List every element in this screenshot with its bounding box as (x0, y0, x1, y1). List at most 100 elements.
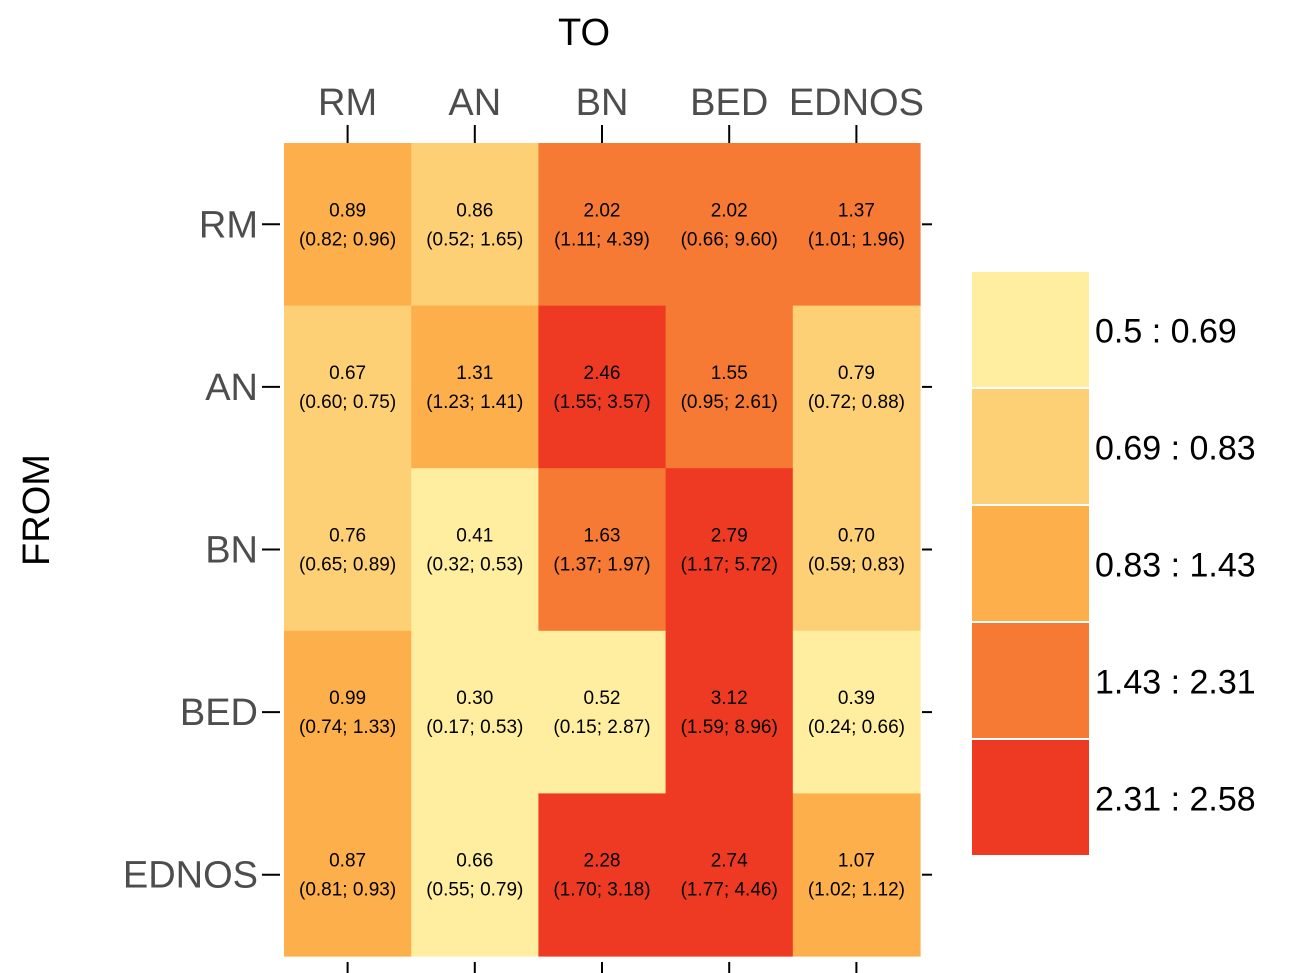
cell-ci-an-to-bn: (1.55; 3.57) (553, 392, 650, 413)
cell-ci-ednos-to-bn: (1.70; 3.18) (553, 880, 650, 901)
cell-ci-bed-to-bed: (1.59; 8.96) (681, 717, 778, 738)
cell-value-an-to-bed: 1.55 (711, 363, 748, 384)
cell-rm-to-bed (665, 143, 794, 307)
y-tick-label-bed: BED (180, 692, 258, 734)
cell-ci-an-to-bed: (0.95; 2.61) (681, 392, 778, 413)
cell-value-bn-to-bed: 2.79 (711, 526, 748, 547)
x-tick-label-rm: RM (318, 82, 377, 124)
cell-value-rm-to-bed: 2.02 (711, 200, 748, 221)
y-tick-label-rm: RM (199, 204, 258, 246)
cell-value-ednos-to-bed: 2.74 (711, 851, 748, 872)
cell-value-rm-to-an: 0.86 (456, 200, 493, 221)
legend-swatch-4 (972, 623, 1089, 738)
cell-value-ednos-to-ednos: 1.07 (838, 851, 875, 872)
cell-ci-ednos-to-an: (0.55; 0.79) (426, 880, 523, 901)
cell-bn-to-an (411, 468, 539, 632)
cell-value-bed-to-ednos: 0.39 (838, 688, 875, 709)
y-tick-label-an: AN (205, 367, 258, 409)
x-axis-title: TO (558, 12, 610, 54)
legend-label-3: 0.83 : 1.43 (1095, 547, 1256, 585)
cell-value-bed-to-bn: 0.52 (584, 688, 621, 709)
cell-ednos-to-bn (538, 793, 667, 957)
y-axis: RM AN BN BED EDNOS (123, 204, 932, 897)
x-tick-label-ednos: EDNOS (789, 82, 924, 124)
cell-ci-bn-to-bed: (1.17; 5.72) (681, 555, 778, 576)
y-tick-label-ednos: EDNOS (123, 855, 258, 897)
cell-ci-an-to-rm: (0.60; 0.75) (299, 392, 396, 413)
cell-an-to-bn (538, 305, 667, 469)
legend-label-1: 0.5 : 0.69 (1095, 313, 1237, 351)
legend-swatch-1 (972, 272, 1089, 387)
cell-value-bed-to-rm: 0.99 (329, 688, 366, 709)
legend-swatch-5 (972, 740, 1089, 855)
cell-ci-ednos-to-bed: (1.77; 4.46) (681, 880, 778, 901)
legend-label-4: 1.43 : 2.31 (1095, 664, 1256, 702)
legend: 0.5 : 0.69 0.69 : 0.83 0.83 : 1.43 1.43 : 2… (972, 272, 1256, 855)
cell-value-bed-to-bed: 3.12 (711, 688, 748, 709)
cell-rm-to-bn (538, 143, 667, 307)
cell-bed-to-an (411, 630, 539, 794)
y-axis-title: FROM (16, 454, 58, 566)
cell-ci-ednos-to-rm: (0.81; 0.93) (299, 880, 396, 901)
cell-ci-bn-to-an: (0.32; 0.53) (426, 555, 523, 576)
cell-ci-rm-to-an: (0.52; 1.65) (426, 229, 523, 250)
cell-ci-bn-to-rm: (0.65; 0.89) (299, 555, 396, 576)
cell-ci-rm-to-bn: (1.11; 4.39) (554, 229, 650, 250)
legend-label-2: 0.69 : 0.83 (1095, 430, 1256, 468)
cell-value-ednos-to-an: 0.66 (456, 851, 493, 872)
cell-value-an-to-rm: 0.67 (329, 363, 366, 384)
cell-ci-bn-to-ednos: (0.59; 0.83) (808, 555, 905, 576)
cell-bed-to-bn (538, 630, 667, 794)
cell-rm-to-rm (284, 143, 412, 307)
cell-ci-rm-to-ednos: (1.01; 1.96) (808, 229, 905, 250)
cell-value-an-to-bn: 2.46 (584, 363, 621, 384)
cell-value-bed-to-an: 0.30 (456, 688, 493, 709)
cell-ci-ednos-to-ednos: (1.02; 1.12) (808, 880, 905, 901)
cell-ci-bed-to-bn: (0.15; 2.87) (553, 717, 650, 738)
cell-an-to-ednos (792, 305, 921, 469)
legend-swatch-2 (972, 389, 1089, 504)
cell-bed-to-ednos (792, 630, 921, 794)
cell-ednos-to-an (411, 793, 539, 957)
cell-ci-bed-to-ednos: (0.24; 0.66) (808, 717, 905, 738)
legend-label-5: 2.31 : 2.58 (1095, 781, 1256, 819)
cell-ednos-to-bed (665, 793, 794, 957)
cell-bn-to-bed (665, 468, 794, 632)
cell-value-an-to-an: 1.31 (456, 363, 493, 384)
cell-rm-to-an (411, 143, 539, 307)
cell-value-an-to-ednos: 0.79 (838, 363, 875, 384)
cell-an-to-bed (665, 305, 794, 469)
cell-value-rm-to-rm: 0.89 (329, 200, 366, 221)
legend-swatch-3 (972, 506, 1089, 621)
cell-rm-to-ednos (792, 143, 921, 307)
y-tick-label-bn: BN (205, 530, 258, 572)
cell-value-ednos-to-rm: 0.87 (329, 851, 366, 872)
cell-an-to-an (411, 305, 539, 469)
x-tick-label-bn: BN (576, 82, 629, 124)
cell-an-to-rm (284, 305, 412, 469)
x-tick-label-bed: BED (690, 82, 768, 124)
cell-ednos-to-rm (284, 793, 412, 957)
heatmap-cells: 0.89 (0.82; 0.96) 0.86 (0.52; 1.65) 2.02 (1.1… (284, 143, 921, 957)
cell-value-rm-to-bn: 2.02 (584, 200, 621, 221)
cell-value-bn-to-rm: 0.76 (329, 526, 366, 547)
cell-bn-to-ednos (792, 468, 921, 632)
x-axis: RM AN BN BED EDNOS (318, 82, 924, 973)
cell-value-ednos-to-bn: 2.28 (584, 851, 621, 872)
cell-bn-to-rm (284, 468, 412, 632)
cell-ci-an-to-ednos: (0.72; 0.88) (808, 392, 905, 413)
cell-ci-bed-to-rm: (0.74; 1.33) (299, 717, 396, 738)
cell-ci-bn-to-bn: (1.37; 1.97) (553, 555, 650, 576)
cell-value-rm-to-ednos: 1.37 (838, 200, 875, 221)
cell-ci-bed-to-an: (0.17; 0.53) (426, 717, 523, 738)
cell-value-bn-to-an: 0.41 (456, 526, 493, 547)
cell-bed-to-rm (284, 630, 412, 794)
cell-value-bn-to-ednos: 0.70 (838, 526, 875, 547)
cell-bn-to-bn (538, 468, 667, 632)
cell-ednos-to-ednos (792, 793, 921, 957)
cell-ci-rm-to-bed: (0.66; 9.60) (681, 229, 778, 250)
cell-value-bn-to-bn: 1.63 (584, 526, 621, 547)
x-tick-label-an: AN (448, 82, 501, 124)
cell-ci-an-to-an: (1.23; 1.41) (426, 392, 523, 413)
